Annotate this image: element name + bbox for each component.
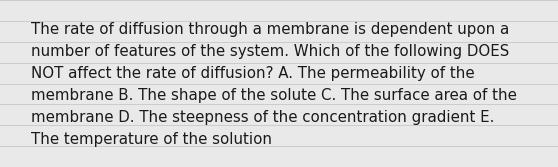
Text: The rate of diffusion through a membrane is dependent upon a
number of features : The rate of diffusion through a membrane… (31, 22, 517, 146)
